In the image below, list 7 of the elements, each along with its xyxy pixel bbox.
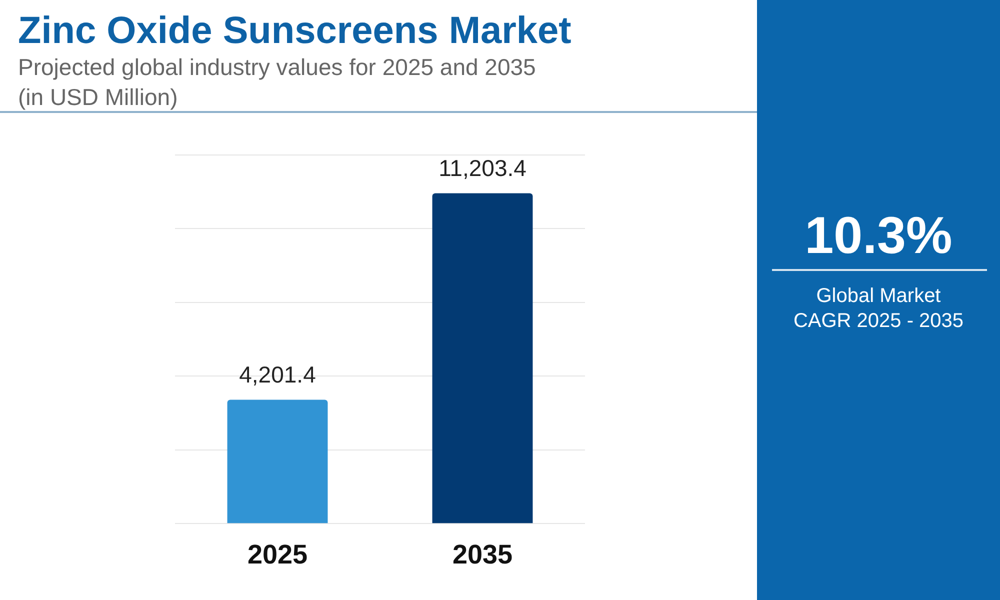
side-panel: 10.3% Global Market CAGR 2025 - 2035 — [757, 0, 1000, 600]
chart-title: Zinc Oxide Sunscreens Market — [18, 9, 572, 54]
data-label: 11,203.4 — [438, 155, 527, 182]
x-tick-label: 2025 — [247, 539, 308, 570]
chart-subtitle: Projected global industry values for 2025 and 2035 (in USD Million) — [18, 53, 537, 112]
data-label: 4,201.4 — [239, 362, 316, 388]
x-tick-label: 2035 — [452, 539, 513, 570]
